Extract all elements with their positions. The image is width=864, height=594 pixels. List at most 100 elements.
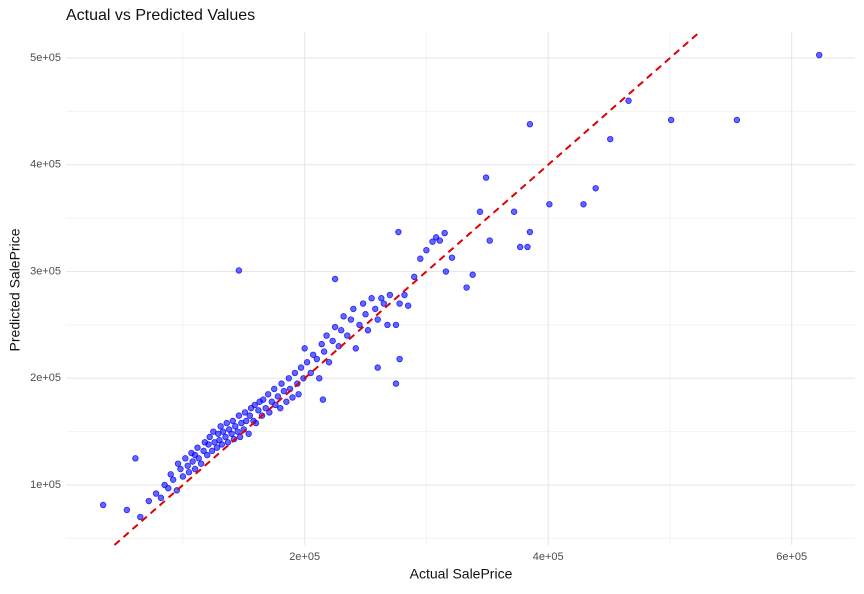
point xyxy=(524,243,531,251)
point xyxy=(482,174,490,181)
point xyxy=(289,394,296,401)
point xyxy=(448,254,456,261)
point xyxy=(297,364,305,371)
point xyxy=(347,316,355,323)
point xyxy=(219,428,227,435)
point xyxy=(392,380,400,387)
point xyxy=(733,116,741,124)
point xyxy=(235,267,243,274)
y-axis-title: Predicted SalePrice xyxy=(7,228,23,351)
point xyxy=(191,465,199,473)
y-tick-label: 5e+05 xyxy=(30,52,61,64)
point xyxy=(195,455,202,462)
point xyxy=(526,228,534,236)
point xyxy=(177,465,184,473)
point xyxy=(350,305,357,313)
point xyxy=(309,351,317,358)
point xyxy=(99,501,107,509)
point xyxy=(274,393,282,400)
point xyxy=(374,316,381,323)
point xyxy=(441,229,448,237)
point xyxy=(316,375,323,382)
point xyxy=(432,234,440,241)
point xyxy=(319,396,327,403)
point xyxy=(337,327,345,334)
point xyxy=(592,185,599,192)
point xyxy=(262,404,269,412)
point xyxy=(374,364,381,371)
point xyxy=(206,433,213,441)
point xyxy=(235,412,243,419)
point xyxy=(189,458,196,465)
point xyxy=(200,447,207,455)
point xyxy=(329,337,336,345)
point xyxy=(232,423,239,430)
point xyxy=(152,490,160,497)
point xyxy=(352,345,359,352)
y-tick-label: 1e+05 xyxy=(30,479,61,491)
point xyxy=(429,238,436,245)
point xyxy=(816,51,823,59)
point xyxy=(362,311,369,318)
point xyxy=(423,246,430,254)
point xyxy=(313,355,321,363)
point xyxy=(359,300,367,307)
y-tick-label: 4e+05 xyxy=(30,159,61,171)
point xyxy=(368,295,375,302)
point xyxy=(194,444,201,451)
point xyxy=(157,494,165,502)
point xyxy=(224,439,232,446)
point xyxy=(246,412,254,419)
point xyxy=(442,268,450,275)
point xyxy=(380,300,387,307)
point xyxy=(260,396,267,403)
point xyxy=(182,455,189,462)
point xyxy=(364,327,372,334)
point xyxy=(384,321,391,329)
point xyxy=(222,433,229,441)
point xyxy=(486,237,493,244)
point xyxy=(278,380,285,387)
point xyxy=(607,135,614,143)
point xyxy=(245,430,252,437)
point xyxy=(280,387,288,395)
point xyxy=(516,243,524,251)
point xyxy=(301,345,308,352)
point xyxy=(285,375,293,382)
point xyxy=(272,401,279,409)
point xyxy=(325,359,333,366)
point xyxy=(469,271,476,278)
point xyxy=(208,447,216,455)
y-tick-label: 2e+05 xyxy=(30,372,61,384)
point xyxy=(546,201,553,208)
point xyxy=(392,321,400,329)
point xyxy=(204,451,211,459)
point xyxy=(395,228,402,236)
point xyxy=(580,201,587,208)
point xyxy=(218,441,226,448)
point xyxy=(264,391,272,398)
point xyxy=(386,291,394,299)
point xyxy=(255,407,262,414)
point xyxy=(291,369,299,377)
point xyxy=(271,385,278,393)
point xyxy=(185,469,193,476)
point xyxy=(277,404,284,412)
point xyxy=(396,300,403,307)
chart-title: Actual vs Predicted Values xyxy=(66,7,255,24)
reference-line xyxy=(113,31,701,546)
x-tick-label: 4e+05 xyxy=(533,551,564,563)
point xyxy=(167,471,174,478)
point xyxy=(236,433,244,441)
point xyxy=(228,430,235,437)
point xyxy=(223,419,230,427)
point xyxy=(318,340,325,348)
point xyxy=(179,473,187,480)
point xyxy=(169,476,177,483)
point xyxy=(320,348,328,355)
point xyxy=(401,291,408,299)
point xyxy=(411,273,418,281)
point xyxy=(340,313,347,320)
point xyxy=(378,295,385,302)
x-axis-title: Actual SalePrice xyxy=(410,566,513,582)
